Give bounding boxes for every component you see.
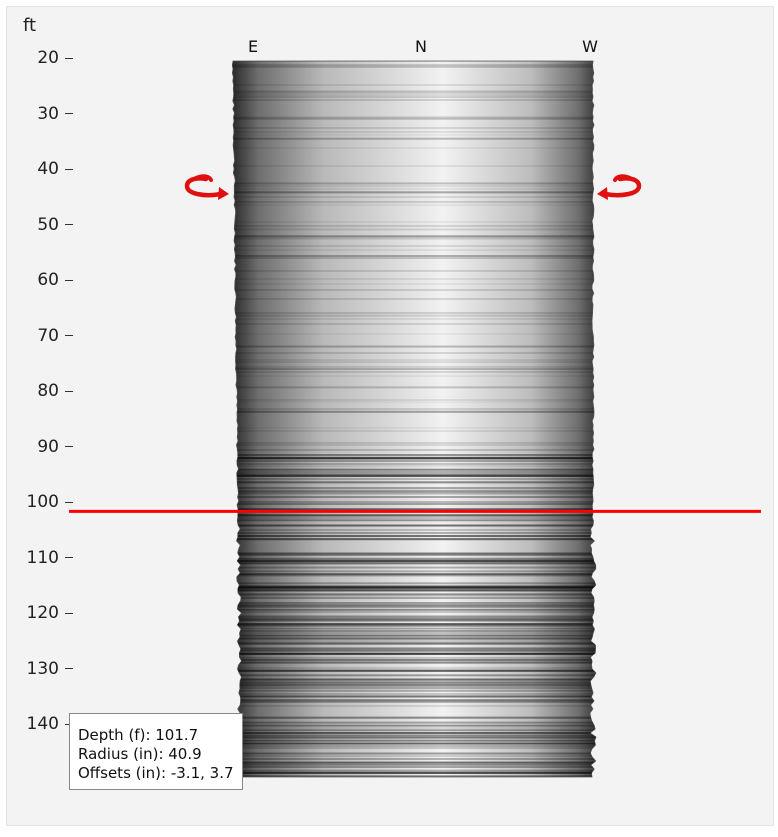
tick-label: 50 bbox=[37, 214, 59, 235]
readout-radius: Radius (in): 40.9 bbox=[78, 745, 202, 763]
tick-label: 120 bbox=[26, 603, 59, 623]
tick-mark bbox=[65, 557, 73, 558]
tick-mark bbox=[65, 390, 73, 392]
depth-tick: 60 bbox=[15, 270, 73, 290]
compass-label-east: E bbox=[247, 37, 259, 56]
tick-mark bbox=[65, 668, 73, 669]
tick-mark bbox=[65, 113, 73, 114]
tick-label: 90 bbox=[37, 436, 59, 457]
depth-tick: 140 bbox=[15, 714, 73, 734]
borehole-log-viewer[interactable]: ft 20 30 40 50 60 70 80 90 100 110 120 1… bbox=[6, 6, 774, 826]
tick-label: 30 bbox=[37, 103, 59, 124]
borehole-3d-view[interactable] bbox=[7, 7, 773, 825]
tick-mark bbox=[65, 501, 73, 503]
borehole-bands bbox=[232, 61, 597, 777]
tick-label: 130 bbox=[26, 658, 59, 679]
tick-label: 60 bbox=[37, 270, 59, 290]
depth-tick: 90 bbox=[15, 437, 73, 457]
tick-label: 40 bbox=[37, 159, 59, 179]
tick-label: 110 bbox=[26, 547, 59, 568]
tick-label: 20 bbox=[37, 48, 59, 68]
rotate-left-icon[interactable] bbox=[183, 167, 231, 207]
readout-offsets: Offsets (in): -3.1, 3.7 bbox=[78, 764, 234, 782]
depth-tick: 130 bbox=[15, 659, 73, 679]
tick-mark bbox=[65, 335, 73, 336]
tick-label: 100 bbox=[26, 492, 59, 512]
tick-mark bbox=[65, 279, 73, 281]
depth-tick: 100 bbox=[15, 492, 73, 512]
compass-label-north: N bbox=[415, 37, 427, 56]
depth-tick: 40 bbox=[15, 159, 73, 179]
tick-label: 70 bbox=[37, 325, 59, 346]
borehole-cylinder bbox=[231, 60, 597, 778]
depth-tick: 20 bbox=[15, 48, 73, 68]
depth-tick: 80 bbox=[15, 381, 73, 401]
tick-mark bbox=[65, 612, 73, 614]
depth-tick: 110 bbox=[15, 548, 73, 568]
depth-tick: 50 bbox=[15, 215, 73, 235]
depth-tick: 30 bbox=[15, 104, 73, 124]
depth-readout-panel: Depth (f): 101.7 Radius (in): 40.9 Offse… bbox=[69, 713, 243, 790]
tick-mark bbox=[65, 224, 73, 225]
tick-label: 140 bbox=[26, 714, 59, 734]
readout-depth: Depth (f): 101.7 bbox=[78, 726, 199, 744]
tick-mark bbox=[65, 57, 73, 59]
compass-label-west: W bbox=[582, 37, 598, 56]
depth-tick: 70 bbox=[15, 326, 73, 346]
tick-mark bbox=[65, 168, 73, 170]
depth-unit-label: ft bbox=[23, 15, 37, 36]
depth-tick: 120 bbox=[15, 603, 73, 623]
tick-label: 80 bbox=[37, 381, 59, 401]
tick-mark bbox=[65, 446, 73, 447]
rotate-right-icon[interactable] bbox=[595, 167, 643, 207]
